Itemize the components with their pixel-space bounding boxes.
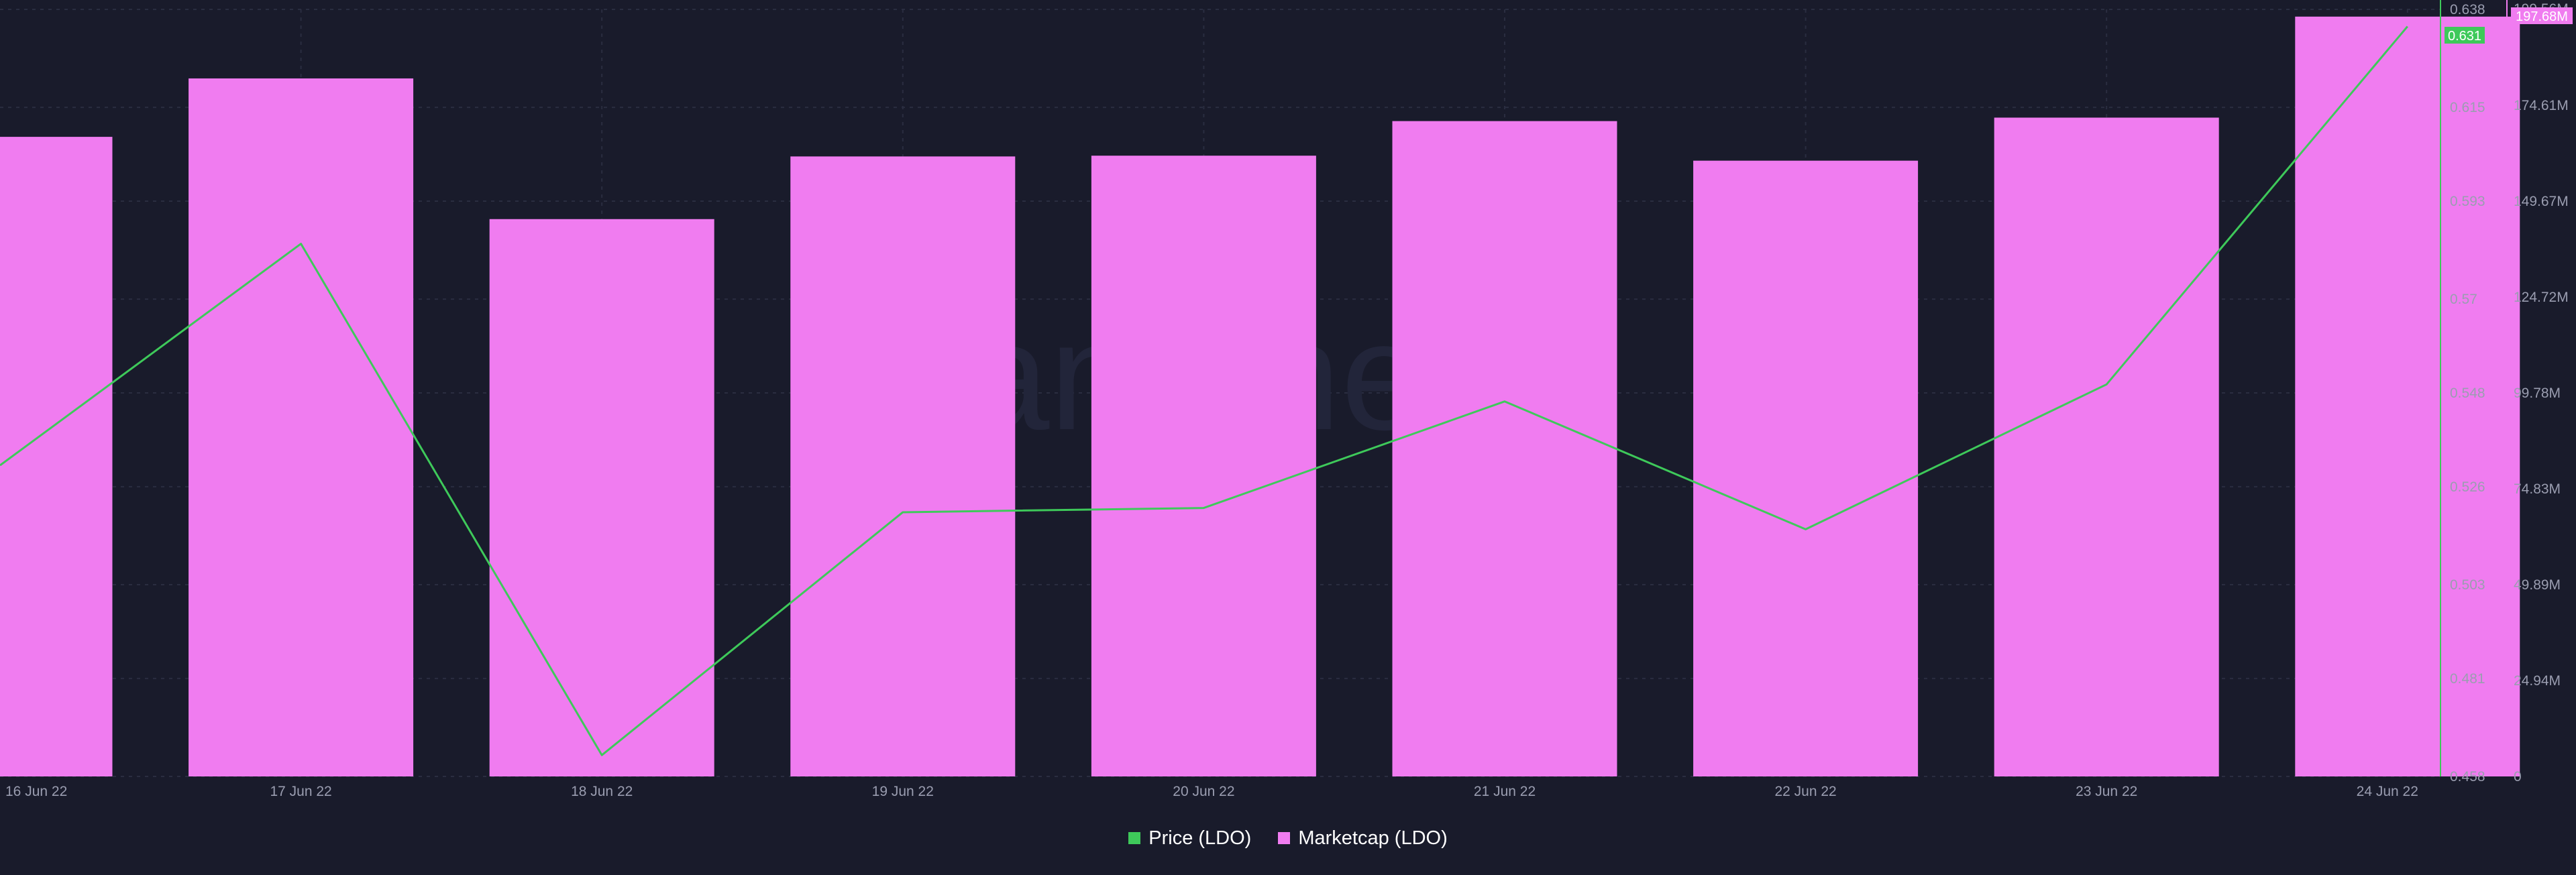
- bar-marketcap: [0, 137, 113, 776]
- x-tick-label: 17 Jun 22: [270, 784, 331, 799]
- x-tick-label: 18 Jun 22: [571, 784, 633, 799]
- marketcap-tick-label: 24.94M: [2514, 673, 2561, 689]
- bar-marketcap: [1393, 121, 1617, 776]
- x-tick-label: 22 Jun 22: [1774, 784, 1836, 799]
- bar-marketcap: [1994, 117, 2219, 776]
- x-tick-label: 23 Jun 22: [2076, 784, 2137, 799]
- marketcap-tick-label: 99.78M: [2514, 386, 2561, 401]
- legend-item-marketcap[interactable]: Marketcap (LDO): [1278, 827, 1447, 850]
- legend-label-price: Price (LDO): [1148, 827, 1251, 850]
- marketcap-tick-label: 149.67M: [2514, 194, 2569, 209]
- bar-marketcap: [790, 156, 1015, 776]
- marketcap-tick-label: 49.89M: [2514, 577, 2561, 593]
- bar-marketcap: [2295, 17, 2520, 776]
- price-tick-label: 0.481: [2450, 671, 2485, 687]
- x-tick-label: 19 Jun 22: [872, 784, 934, 799]
- bar-marketcap: [1693, 161, 1918, 776]
- price-tick-label: 0.526: [2450, 479, 2485, 495]
- x-tick-label: 21 Jun 22: [1474, 784, 1536, 799]
- chart-legend: Price (LDO) Marketcap (LDO): [0, 823, 2576, 854]
- price-current-label: 0.631: [2448, 29, 2481, 44]
- price-tick-label: 0.593: [2450, 194, 2485, 209]
- marketcap-tick-label: 124.72M: [2514, 290, 2569, 305]
- x-tick-label: 24 Jun 22: [2357, 784, 2418, 799]
- price-tick-label: 0.615: [2450, 100, 2485, 115]
- bar-marketcap: [189, 78, 413, 776]
- price-tick-label: 0.57: [2450, 292, 2477, 307]
- x-tick-label: 20 Jun 22: [1173, 784, 1234, 799]
- marketcap-tick-label: 74.83M: [2514, 481, 2561, 497]
- bar-marketcap: [1091, 156, 1316, 776]
- marketcap-tick-label: 0: [2514, 769, 2522, 784]
- price-tick-label: 0.503: [2450, 577, 2485, 593]
- marketcap-tick-label: 174.61M: [2514, 98, 2569, 113]
- legend-swatch-price: [1128, 832, 1140, 844]
- price-tick-label: 0.638: [2450, 2, 2485, 17]
- legend-item-price[interactable]: Price (LDO): [1128, 827, 1251, 850]
- legend-label-marketcap: Marketcap (LDO): [1298, 827, 1447, 850]
- price-tick-label: 0.458: [2450, 769, 2485, 784]
- marketcap-current-label: 197.68M: [2516, 9, 2568, 24]
- legend-swatch-marketcap: [1278, 832, 1290, 844]
- price-tick-label: 0.548: [2450, 386, 2485, 401]
- x-tick-label: 16 Jun 22: [5, 784, 67, 799]
